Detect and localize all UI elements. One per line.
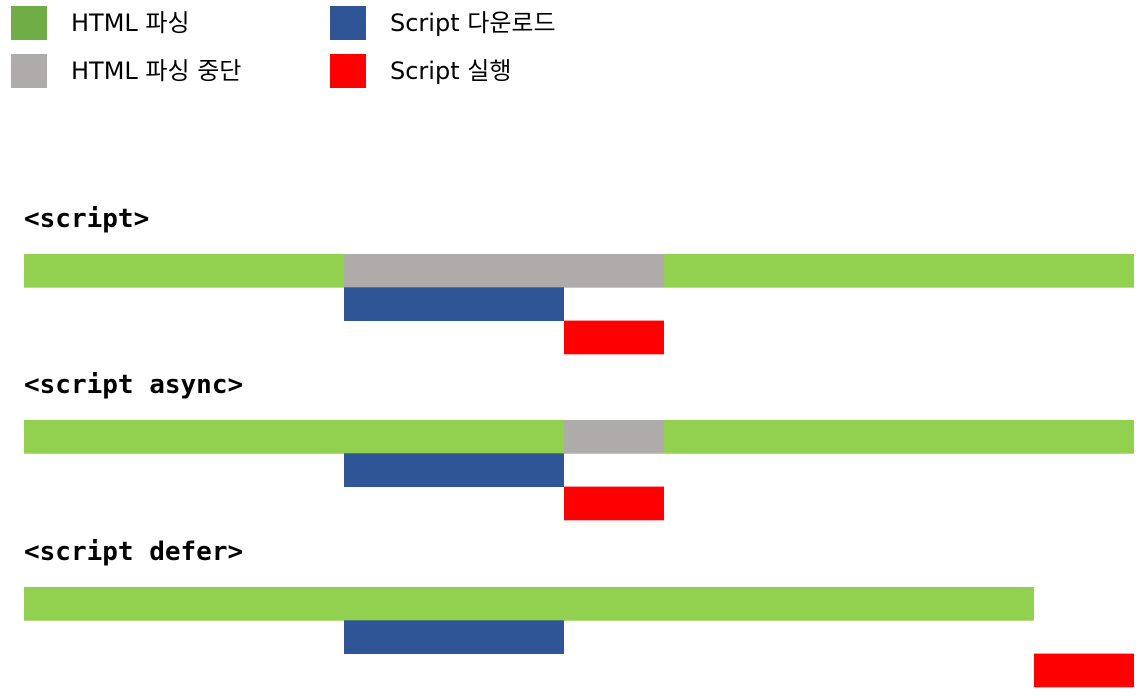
bar-download (344, 287, 564, 321)
bar-parsing (664, 420, 1134, 454)
bar-download (344, 620, 564, 654)
section-label-script: <script> (24, 204, 150, 234)
bar-parsing-paused (344, 254, 664, 288)
bar-parsing (24, 254, 344, 288)
bar-parsing (664, 254, 1134, 288)
bar-parsing (24, 420, 564, 454)
bar-execute (1034, 653, 1134, 688)
bar-parsing (24, 587, 1034, 621)
bar-execute (564, 486, 664, 521)
section-label-script-async: <script async> (24, 370, 244, 400)
bar-parsing-paused (564, 420, 664, 454)
legend-label-script-download: Script 다운로드 (390, 9, 556, 37)
section-label-script-defer: <script defer> (24, 537, 244, 567)
legend-swatch-script-execute (330, 54, 366, 88)
legend-label-html-parsing: HTML 파싱 (71, 9, 190, 37)
legend-swatch-script-download (330, 6, 366, 40)
bar-download (344, 453, 564, 487)
legend-label-html-parsing-paused: HTML 파싱 중단 (71, 57, 242, 85)
legend-swatch-html-parsing (11, 6, 47, 40)
legend-label-script-execute: Script 실행 (390, 57, 512, 85)
bar-execute (564, 320, 664, 355)
legend-swatch-html-parsing-paused (11, 54, 47, 88)
